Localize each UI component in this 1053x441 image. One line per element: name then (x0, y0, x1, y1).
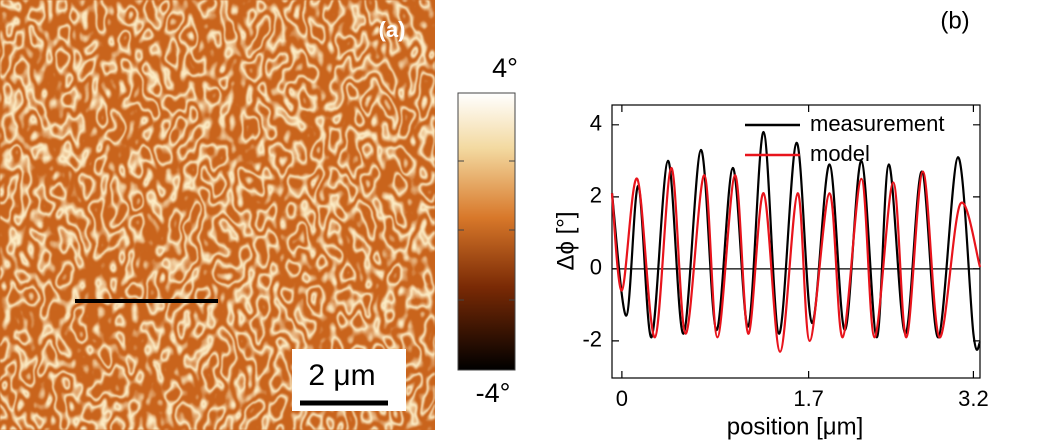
afm-image: 2 μm (a) (0, 0, 435, 430)
legend-label: measurement (810, 111, 945, 136)
x-axis-label: position [μm] (727, 413, 864, 440)
y-tick-label: 4 (590, 111, 602, 136)
colorbar-gradient (457, 92, 516, 371)
colorbar: 4° -4° (457, 53, 518, 408)
colorbar-max: 4° (492, 53, 518, 83)
x-tick-label: 0 (616, 386, 628, 411)
y-axis-label: Δϕ [°] (552, 211, 579, 270)
panel-label: (b) (940, 7, 969, 34)
colorbar-min: -4° (476, 378, 511, 408)
line-chart: (b) position [μm] Δϕ [°] 4 2 0 -2 0 1.7 3.2 mea… (552, 7, 988, 440)
data-line (610, 130, 982, 351)
colorbar-ticks (458, 160, 515, 301)
y-tick-label: 2 (590, 183, 602, 208)
y-tick-label: -2 (582, 327, 602, 352)
x-tick-label: 1.7 (793, 386, 824, 411)
scale-bar-label: 2 μm (308, 359, 375, 392)
plot-frame (611, 104, 981, 379)
legend-label: model (810, 141, 870, 166)
y-tick-label: 0 (590, 255, 602, 280)
panel-label: (a) (379, 17, 406, 42)
x-tick-label: 3.2 (958, 386, 989, 411)
data-line (610, 166, 982, 353)
